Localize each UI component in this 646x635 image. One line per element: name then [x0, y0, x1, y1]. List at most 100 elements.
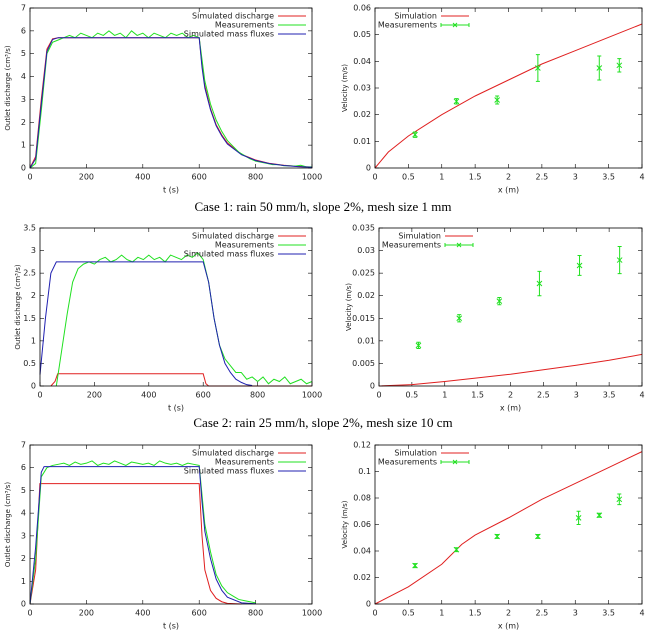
y-tick-label: 0 [366, 600, 371, 609]
point [453, 546, 460, 553]
x-tick-label: 1000 [302, 391, 322, 400]
y-tick-label: 0.01 [353, 137, 371, 146]
y-tick-label: 0.04 [353, 547, 371, 556]
x-tick-label: 0 [37, 391, 42, 400]
y-tick-label: 4 [21, 72, 26, 81]
x-tick-label: 0 [27, 609, 32, 618]
point [616, 257, 623, 263]
x-tick-label: 4 [639, 609, 644, 618]
point [496, 298, 503, 304]
x-tick-label: 0 [372, 609, 377, 618]
x-tick-label: 400 [135, 173, 150, 182]
x-tick-label: 200 [87, 391, 102, 400]
x-tick-label: 0 [376, 391, 381, 400]
x-tick-label: 0.5 [402, 609, 415, 618]
x-tick-label: 800 [248, 609, 263, 618]
legend-label: Simulated discharge [192, 12, 274, 21]
legend-label: Simulated discharge [192, 232, 274, 241]
y-tick-label: 0.035 [352, 224, 375, 233]
series-line [374, 451, 643, 605]
plot-frame [39, 227, 313, 387]
legend-label: Simulation [394, 12, 437, 21]
point [415, 342, 422, 349]
legend-swatch [440, 459, 470, 465]
y-tick-label: 7 [21, 441, 26, 450]
x-tick-label: 1 [442, 391, 447, 400]
x-tick-label: 2 [506, 173, 511, 182]
series-line [29, 483, 242, 605]
y-tick-label: 0.005 [352, 359, 375, 368]
series-line [378, 353, 643, 387]
y-tick-label: 4 [21, 509, 26, 518]
point [616, 62, 623, 69]
y-tick-label: 0.025 [352, 269, 375, 278]
y-tick-label: 0.01 [357, 336, 375, 345]
x-axis-label: x (m) [498, 186, 519, 195]
x-tick-label: 2.5 [536, 609, 549, 618]
x-tick-label: 1000 [302, 173, 322, 182]
series-line [29, 466, 256, 605]
legend-label: Measurements [378, 458, 437, 467]
legend-swatch [444, 242, 474, 248]
y-tick-label: 1 [21, 141, 26, 150]
x-axis-label: t (s) [163, 622, 179, 631]
x-tick-label: 1.5 [471, 391, 484, 400]
y-tick-label: 0.06 [353, 4, 371, 13]
x-tick-label: 2 [506, 609, 511, 618]
caption: Case 2: rain 25 mm/h, slope 2%, mesh siz… [193, 415, 452, 430]
x-tick-label: 0 [27, 173, 32, 182]
x-axis-label: t (s) [163, 186, 179, 195]
point [412, 562, 418, 569]
y-tick-label: 3 [21, 95, 26, 104]
y-tick-label: 0.02 [357, 291, 375, 300]
legend-label: Simulation [398, 232, 441, 241]
point [536, 280, 543, 287]
series-line [29, 30, 312, 169]
x-tick-label: 600 [192, 609, 207, 618]
legend-label: Measurements [215, 21, 274, 30]
x-tick-label: 4 [639, 173, 644, 182]
y-tick-label: 7 [21, 4, 26, 13]
legend-label: Simulated mass fluxes [184, 250, 274, 259]
x-tick-label: 400 [135, 609, 150, 618]
y-tick-label: 5 [21, 486, 26, 495]
legend-label: Simulated mass fluxes [184, 30, 274, 39]
x-tick-label: 1 [439, 609, 444, 618]
y-tick-label: 0.03 [353, 84, 371, 93]
y-tick-label: 0.03 [357, 246, 375, 255]
x-tick-label: 200 [79, 173, 94, 182]
x-tick-label: 1000 [302, 609, 322, 618]
y-tick-label: 0.04 [353, 57, 371, 66]
caption: Case 1: rain 50 mm/h, slope 2%, mesh siz… [194, 199, 451, 214]
plot-frame [374, 444, 643, 605]
y-tick-label: 3 [31, 246, 36, 255]
x-tick-label: 3 [573, 173, 578, 182]
point [616, 496, 623, 503]
plot-frame [374, 7, 643, 169]
point [576, 262, 583, 269]
legend-swatch [440, 22, 470, 28]
legend-label: Measurements [215, 241, 274, 250]
x-tick-label: 600 [196, 391, 211, 400]
point [575, 515, 582, 521]
point [494, 533, 501, 540]
y-tick-label: 0.1 [358, 467, 371, 476]
point [535, 533, 541, 540]
point [596, 65, 603, 71]
x-tick-label: 800 [250, 391, 265, 400]
point [494, 97, 501, 103]
series-line [29, 37, 313, 169]
x-tick-label: 1.5 [469, 609, 482, 618]
legend-label: Measurements [382, 241, 441, 250]
y-tick-label: 2 [21, 554, 26, 563]
y-tick-label: 6 [21, 463, 26, 472]
y-tick-label: 1 [31, 336, 36, 345]
x-axis-label: t (s) [168, 404, 184, 413]
y-tick-label: 1.5 [23, 314, 36, 323]
y-tick-label: 2.5 [23, 269, 36, 278]
x-tick-label: 3.5 [602, 609, 615, 618]
y-tick-label: 2 [31, 291, 36, 300]
x-tick-label: 2.5 [536, 173, 549, 182]
